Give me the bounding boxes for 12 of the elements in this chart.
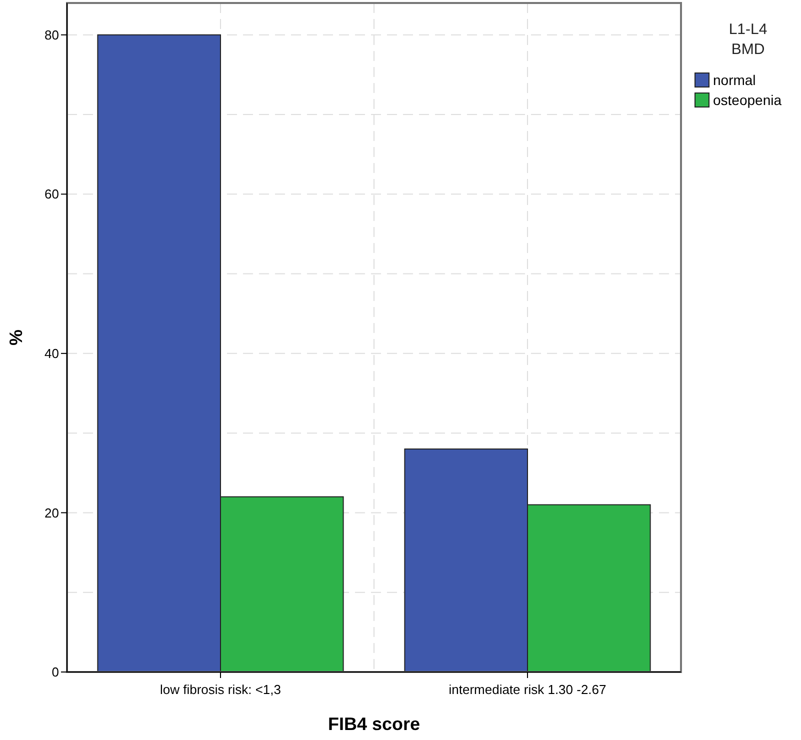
legend-title: L1-L4 BMD <box>728 21 768 58</box>
y-tick-label: 0 <box>52 664 59 680</box>
legend-label: normal <box>713 72 756 88</box>
y-axis-title: % <box>6 329 26 346</box>
y-tick-label: 60 <box>44 186 59 202</box>
y-tick-label: 20 <box>44 505 59 520</box>
x-tick-label: low fibrosis risk: <1,3 <box>160 682 282 697</box>
x-tick-label: intermediate risk 1.30 -2.67 <box>448 682 606 697</box>
legend-label: osteopenia <box>713 92 782 108</box>
y-tick-label: 40 <box>44 346 59 361</box>
x-axis-title: FIB4 score <box>328 714 420 734</box>
y-tick-label: 80 <box>44 27 59 42</box>
